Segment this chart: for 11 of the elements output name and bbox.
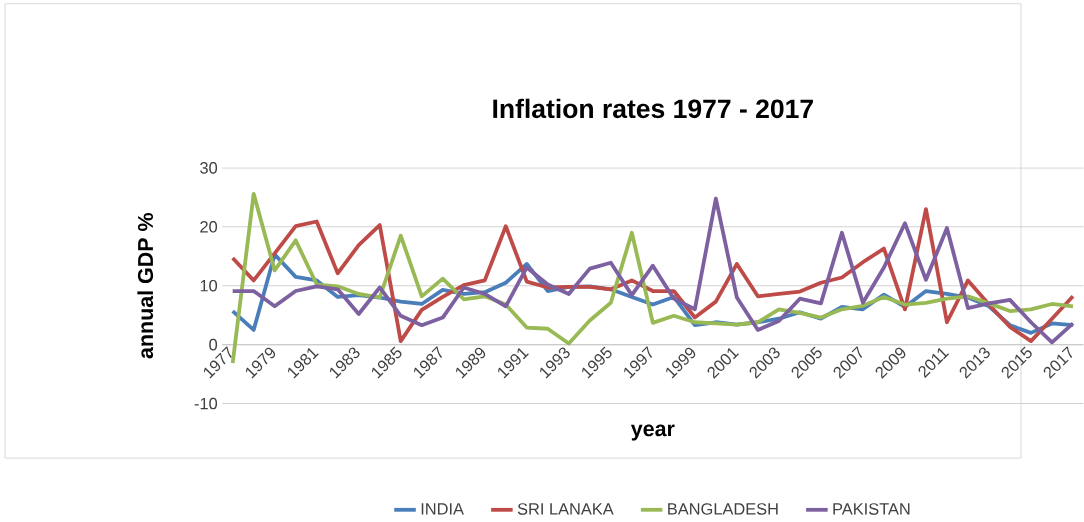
legend-label: INDIA [421, 503, 464, 515]
y-axis-title: annual GDP % [137, 213, 154, 359]
legend-label: PAKISTAN [833, 503, 910, 515]
y-tick-label: -10 [194, 397, 218, 410]
x-axis-title: year [630, 424, 675, 441]
legend-label: BANGLADESH [668, 503, 778, 515]
chart-title: Inflation rates 1977 - 2017 [493, 98, 813, 119]
y-tick-label: 30 [200, 162, 218, 174]
legend-label: SRI LANAKA [517, 503, 614, 515]
y-tick-label: 10 [200, 280, 218, 292]
y-tick-label: 20 [200, 221, 218, 233]
